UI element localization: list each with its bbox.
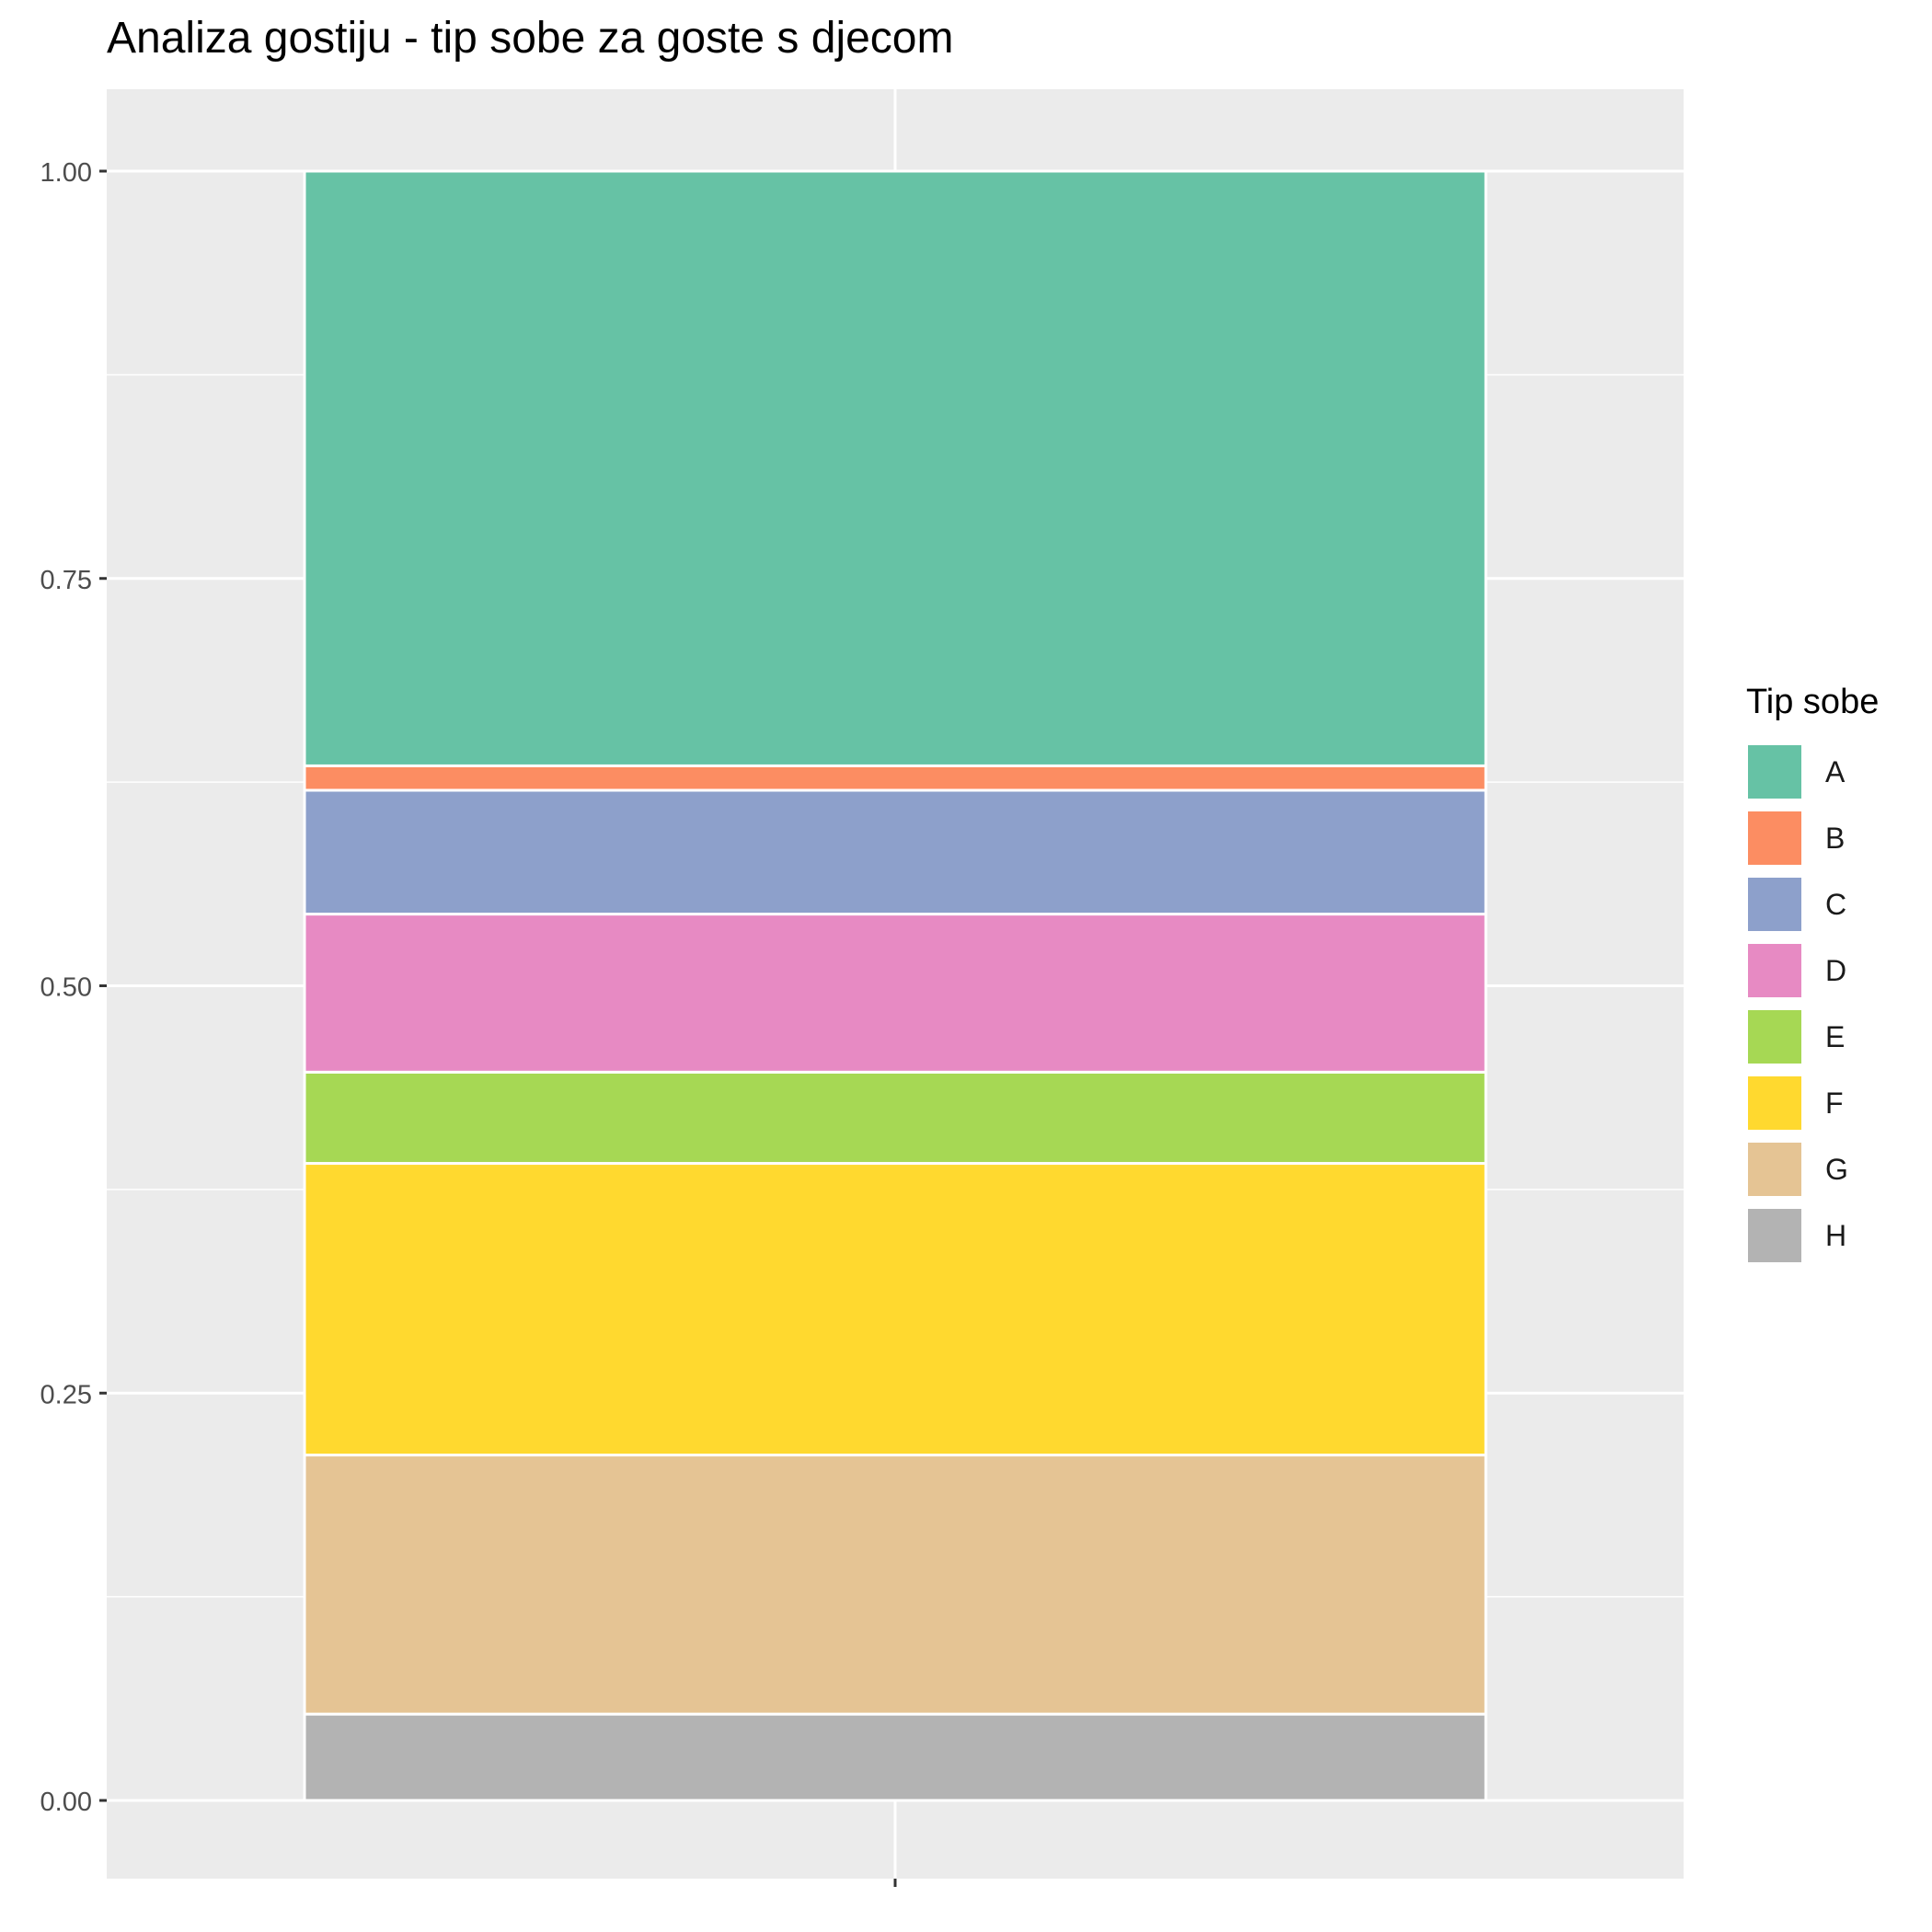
- legend-label: B: [1825, 821, 1846, 855]
- legend-title: Tip sobe: [1746, 683, 1880, 721]
- legend-label: G: [1825, 1152, 1848, 1186]
- legend-item-h: H: [1746, 1202, 1879, 1269]
- bar-segment-h: [303, 1712, 1488, 1802]
- legend-item-b: B: [1746, 805, 1879, 871]
- legend-swatch: [1746, 743, 1803, 800]
- legend-swatch: [1746, 810, 1803, 867]
- legend-swatch: [1746, 1008, 1803, 1065]
- y-axis: 0.00 0.25 0.50 0.75 1.00: [40, 158, 107, 1817]
- bar-segment-a: [303, 169, 1488, 767]
- legend-item-a: A: [1746, 739, 1879, 805]
- legend-label: F: [1825, 1086, 1844, 1120]
- bar-segment-b: [303, 764, 1488, 792]
- legend-label: D: [1825, 953, 1847, 987]
- legend-swatch: [1746, 1075, 1803, 1132]
- legend-swatch: [1746, 876, 1803, 933]
- y-tick-label: 0.75: [40, 566, 92, 595]
- stacked-bar: [303, 169, 1488, 1802]
- legend-item-d: D: [1746, 937, 1879, 1004]
- legend-swatch: [1746, 942, 1803, 999]
- y-tick-label: 0.50: [40, 973, 92, 1003]
- legend-item-g: G: [1746, 1136, 1879, 1202]
- legend-swatch: [1746, 1207, 1803, 1264]
- y-tick-label: 0.25: [40, 1380, 92, 1409]
- chart-title: Analiza gostiju - tip sobe za goste s dj…: [107, 14, 954, 63]
- legend-label: H: [1825, 1218, 1847, 1252]
- legend-label: A: [1825, 754, 1846, 788]
- bar-segment-e: [303, 1070, 1488, 1166]
- legend-label: C: [1825, 887, 1847, 921]
- bar-segment-f: [303, 1162, 1488, 1457]
- legend-item-c: C: [1746, 871, 1879, 937]
- legend-swatch: [1746, 1141, 1803, 1198]
- bar-segment-g: [303, 1454, 1488, 1716]
- y-tick-label: 1.00: [40, 158, 92, 188]
- legend-item-e: E: [1746, 1004, 1879, 1070]
- y-tick-label: 0.00: [40, 1788, 92, 1817]
- legend-item-f: F: [1746, 1070, 1879, 1136]
- bar-segment-d: [303, 913, 1488, 1074]
- legend-label: E: [1825, 1019, 1846, 1053]
- bar-segment-c: [303, 788, 1488, 916]
